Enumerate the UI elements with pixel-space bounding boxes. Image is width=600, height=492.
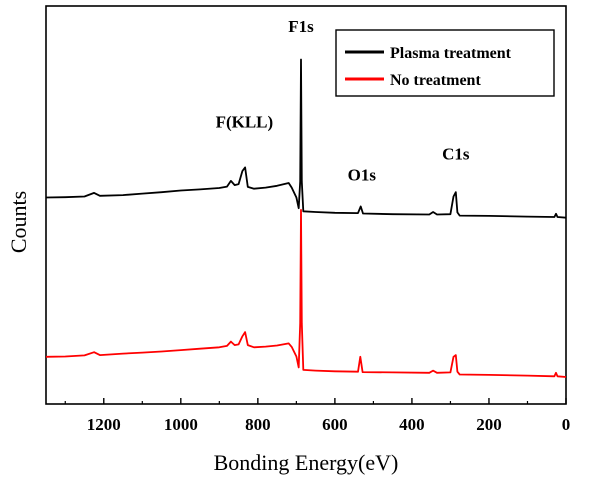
x-tick-label: 1200 (87, 415, 121, 434)
series-line-2 (45, 209, 567, 378)
x-axis-title: Bonding Energy(eV) (214, 450, 399, 475)
legend-label: No treatment (390, 72, 481, 89)
peak-label: F(KLL) (216, 113, 274, 132)
series-line-1 (45, 58, 567, 219)
x-tick-label: 800 (245, 415, 271, 434)
x-tick-label: 200 (476, 415, 502, 434)
peak-label: C1s (442, 144, 470, 163)
legend: Plasma treatment No treatment (335, 29, 555, 97)
legend-label: Plasma treatment (390, 45, 512, 62)
x-tick-label: 1000 (164, 415, 198, 434)
x-tick-label: 600 (322, 415, 348, 434)
peak-label: O1s (348, 166, 377, 185)
x-ticks: 1200 1000 800 600 400 200 0 (64, 398, 571, 434)
legend-box (335, 29, 555, 97)
y-axis-title: Counts (6, 191, 31, 253)
peak-annotations: F1s F(KLL) O1s C1s (216, 17, 470, 185)
x-tick-label: 400 (399, 415, 425, 434)
x-tick-label: 0 (562, 415, 571, 434)
series-layer (45, 58, 567, 378)
peak-label: F1s (288, 17, 314, 36)
plot-frame (45, 5, 567, 405)
